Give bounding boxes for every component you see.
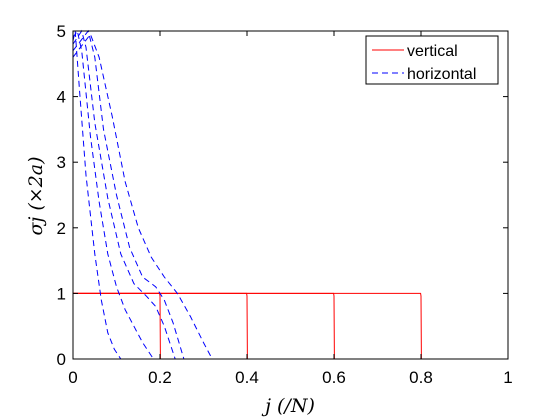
x-tick-label-3: 0.6 bbox=[322, 368, 346, 387]
plot-area-frame bbox=[72, 30, 509, 360]
x-tick-label-5: 1 bbox=[503, 368, 512, 387]
y-tick-label-2: 2 bbox=[57, 219, 66, 238]
x-tick-label-0: 0 bbox=[68, 368, 77, 387]
x-tick-label-1: 0.2 bbox=[148, 368, 172, 387]
axis-ticks: 0 0.2 0.4 0.6 0.8 1 0 1 2 3 4 5 bbox=[57, 22, 513, 387]
x-axis-label: j (/N) bbox=[261, 395, 315, 417]
y-tick-label-5: 5 bbox=[57, 22, 66, 41]
y-tick-label-4: 4 bbox=[57, 88, 66, 107]
y-tick-label-1: 1 bbox=[57, 284, 66, 303]
series-vertical-line-1 bbox=[73, 292, 508, 360]
y-tick-label-3: 3 bbox=[57, 153, 66, 172]
series-horizontal-line-3 bbox=[72, 29, 508, 360]
legend-label-horizontal: horizontal bbox=[407, 66, 476, 83]
series-vertical-line-4 bbox=[73, 292, 508, 360]
series-horizontal-line-4 bbox=[72, 29, 508, 360]
plot-curves bbox=[72, 29, 508, 360]
x-tick-label-2: 0.4 bbox=[235, 368, 259, 387]
x-tick-label-4: 0.8 bbox=[409, 368, 433, 387]
y-tick-label-0: 0 bbox=[57, 350, 66, 369]
legend: vertical horizontal bbox=[365, 35, 499, 85]
legend-box bbox=[365, 35, 499, 85]
series-vertical-line-2 bbox=[73, 292, 508, 360]
y-axis-label: σj (×2a) bbox=[25, 156, 47, 235]
series-vertical-line-3 bbox=[73, 292, 508, 360]
series-horizontal-line-5 bbox=[72, 33, 508, 360]
legend-label-vertical: vertical bbox=[407, 43, 458, 60]
